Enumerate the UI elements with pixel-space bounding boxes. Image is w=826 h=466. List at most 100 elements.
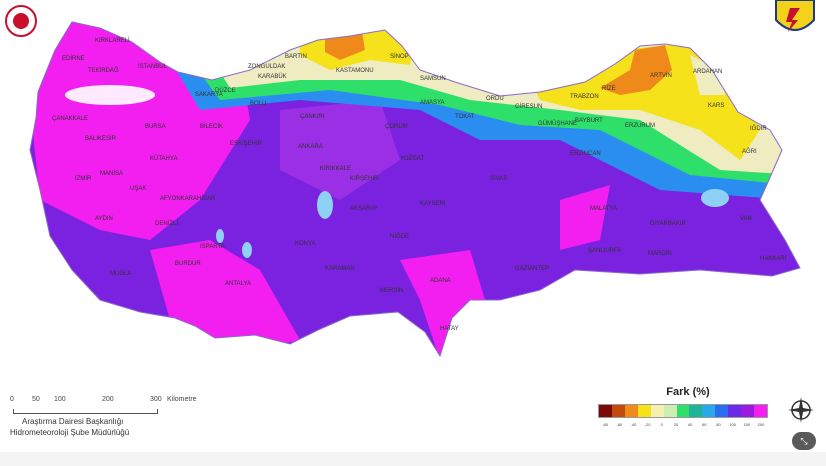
- province-label: ŞANLIURFA: [588, 248, 621, 254]
- province-label: GİRESUN: [515, 103, 542, 110]
- province-label: HAKKARİ: [760, 255, 787, 262]
- province-label: ANKARA: [298, 144, 323, 150]
- province-label: ADANA: [430, 278, 451, 284]
- legend-label: 0: [660, 422, 663, 427]
- legend-label: 100: [729, 422, 736, 427]
- legend-label: 80: [716, 422, 721, 427]
- region-central-violet: [280, 100, 400, 200]
- legend-swatch: [689, 405, 703, 417]
- lake-egirdir: [216, 229, 224, 243]
- legend-swatch: [599, 405, 612, 417]
- province-label: ESKİŞEHİR: [230, 140, 263, 147]
- province-label: SAKARYA: [195, 92, 223, 98]
- province-label: SİNOP: [390, 53, 409, 60]
- legend-swatch: [702, 405, 716, 417]
- province-label: KARAMAN: [325, 266, 355, 272]
- legend-swatch: [637, 405, 651, 417]
- province-label: ÇANKIRI: [300, 114, 325, 120]
- province-label: ARDAHAN: [693, 69, 722, 75]
- collapse-arrows-icon: ⤡: [800, 436, 808, 446]
- province-label: BARTIN: [285, 54, 307, 60]
- legend-label: 150: [743, 422, 751, 427]
- province-labels: BARTIN KASTAMONU SİNOP ZONGULDAK KARABÜK SAMS…: [52, 37, 787, 332]
- organization-credit: Araştırma Dairesi Başkanlığı Hidrometeor…: [10, 416, 129, 438]
- province-label: KARS: [708, 103, 724, 109]
- province-label: BOLU: [250, 101, 266, 107]
- scale-bar: 0 50 100 200 300 Kilometre: [10, 396, 220, 414]
- province-label: BURSA: [145, 124, 166, 130]
- scale-tick: 0: [10, 396, 14, 403]
- province-label: TOKAT: [455, 114, 475, 120]
- province-label: MALATYA: [590, 206, 617, 212]
- province-label: HATAY: [440, 326, 459, 332]
- legend-label: 200: [757, 422, 765, 427]
- region-malatya-magenta: [560, 185, 610, 250]
- org-line-2: Hidrometeoroloji Şube Müdürlüğü: [10, 428, 130, 437]
- region-ardahan-cream: [690, 55, 725, 95]
- province-label: AMASYA: [420, 100, 445, 106]
- legend-swatch: [715, 405, 729, 417]
- province-label: MANİSA: [100, 170, 123, 177]
- province-label: KIRIKKALE: [320, 166, 351, 172]
- province-label: ERZURUM: [625, 123, 655, 129]
- province-label: MARDİN: [648, 250, 672, 257]
- province-label: IĞDIR: [750, 125, 767, 132]
- government-logo: [4, 4, 38, 38]
- scale-tick: 50: [32, 396, 40, 403]
- province-label: GÜMÜŞHANE: [538, 120, 577, 127]
- province-label: KARABÜK: [258, 73, 287, 80]
- bottom-strip: [0, 452, 826, 466]
- province-label: AKSARAY: [350, 206, 378, 212]
- province-label: KONYA: [295, 241, 316, 247]
- scale-bar-line: [13, 409, 158, 414]
- province-label: YOZGAT: [400, 156, 425, 162]
- province-label: DENİZLİ: [155, 220, 178, 227]
- region-kastamonu-orange: [325, 32, 365, 60]
- province-label: ÇORUM: [385, 124, 408, 130]
- scale-unit: Kilometre: [167, 396, 197, 403]
- legend-label: 60: [702, 422, 707, 427]
- sea-of-marmara: [65, 85, 155, 105]
- legend-title: Fark (%): [666, 386, 710, 398]
- legend-swatch: [663, 405, 677, 417]
- scale-tick: 300: [150, 396, 162, 403]
- legend-swatch: [624, 405, 638, 417]
- province-label: KASTAMONU: [336, 68, 374, 74]
- province-label: TEKİRDAĞ: [88, 67, 119, 74]
- province-label: BALIKESİR: [85, 135, 117, 142]
- lake-van: [701, 189, 729, 207]
- province-label: ISPARTA: [200, 244, 225, 250]
- province-label: KÜTAHYA: [150, 155, 177, 162]
- province-label: BAYBURT: [575, 118, 603, 124]
- province-label: İZMİR: [75, 175, 92, 182]
- province-label: BURDUR: [175, 261, 201, 267]
- province-label: KIRŞEHİR: [350, 175, 379, 182]
- legend-swatch: [676, 405, 690, 417]
- legend-label: 40: [687, 422, 693, 427]
- province-label: KIRKLARELİ: [95, 37, 130, 44]
- legend-label: -20: [644, 422, 651, 427]
- province-label: SİVAS: [490, 175, 507, 182]
- legend-label: -80: [602, 422, 608, 427]
- legend-swatches: [598, 404, 768, 418]
- scale-tick: 200: [102, 396, 114, 403]
- province-label: EDİRNE: [62, 55, 85, 62]
- province-label: ORDU: [486, 96, 504, 102]
- province-label: BİLECİK: [200, 123, 223, 130]
- province-label: ZONGULDAK: [248, 64, 285, 70]
- legend-swatch: [754, 405, 767, 417]
- region-south-magenta: [400, 250, 485, 356]
- province-label: DİYARBAKIR: [650, 220, 687, 227]
- collapse-button[interactable]: ⤡: [792, 432, 816, 450]
- province-label: MERSİN: [380, 287, 403, 294]
- province-label: ANTALYA: [225, 281, 251, 287]
- legend-swatch: [611, 405, 625, 417]
- province-label: SAMSUN: [420, 76, 446, 82]
- province-label: İSTANBUL: [138, 63, 168, 70]
- province-label: UŞAK: [130, 186, 146, 192]
- lake-tuz: [317, 191, 333, 219]
- province-label: GAZİANTEP: [515, 265, 549, 272]
- legend-label: 20: [673, 422, 679, 427]
- legend-swatch: [728, 405, 742, 417]
